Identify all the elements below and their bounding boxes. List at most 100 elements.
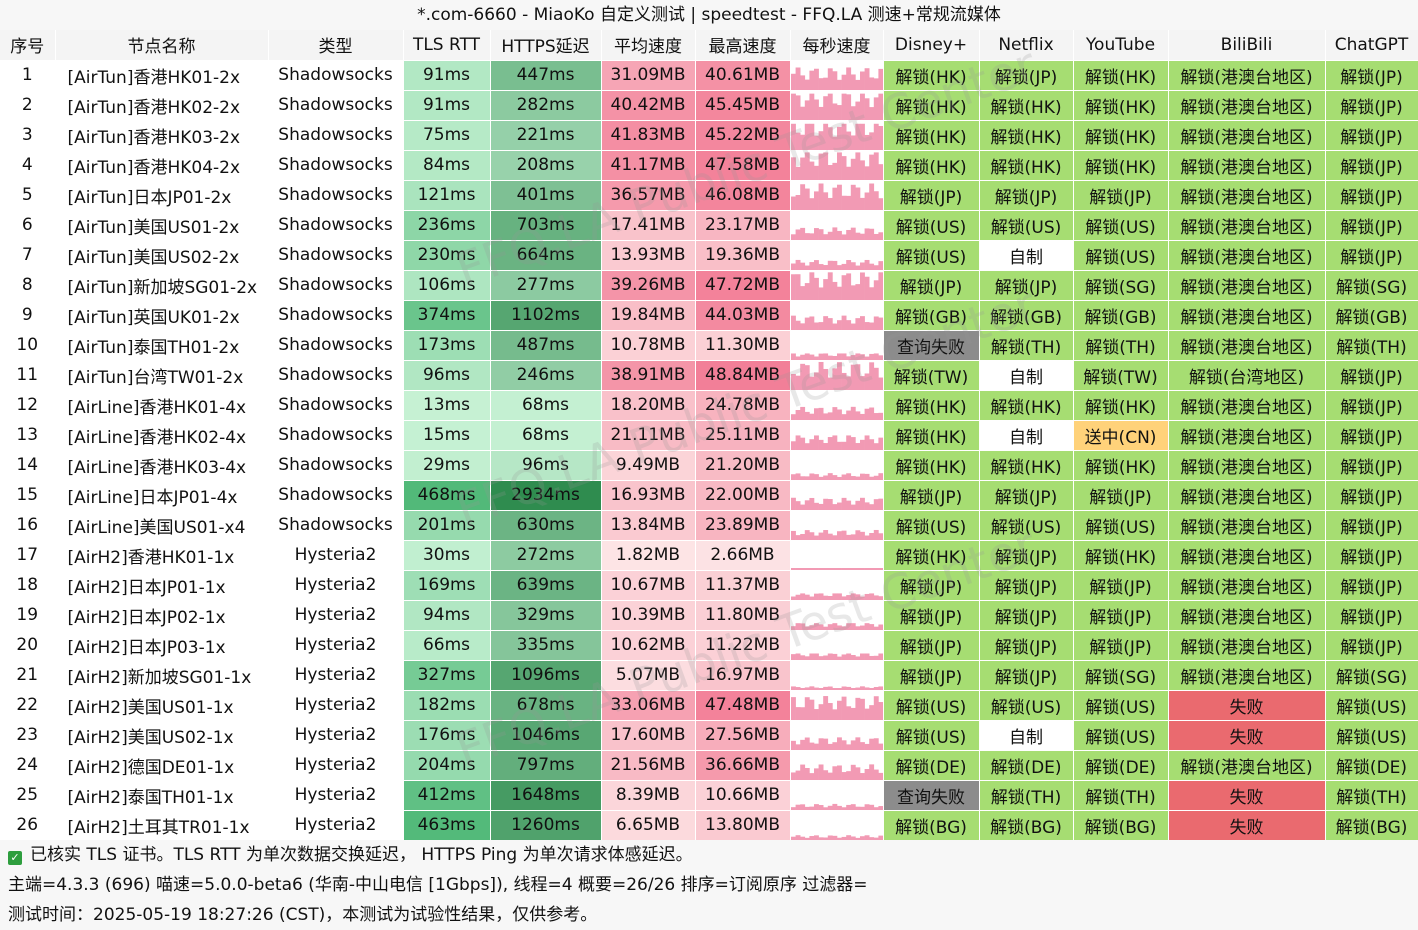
column-header-disney[interactable]: Disney+ <box>883 30 980 61</box>
column-header-avg-speed[interactable]: 平均速度 <box>601 30 696 61</box>
cell-per-second-speed <box>790 510 884 541</box>
column-header-https-delay[interactable]: HTTPS延迟 <box>490 30 602 61</box>
speed-bar <box>864 356 869 359</box>
table-row[interactable]: 5 [AirTun]日本JP01-2x Shadowsocks 121ms 401ms 3… <box>0 180 1418 211</box>
cell-max-speed: 11.22MB <box>695 630 791 661</box>
table-row[interactable]: 26 [AirH2]土耳其TR01-1x Hysteria2 463ms 1260ms 6… <box>0 810 1418 841</box>
speed-bar <box>813 834 819 839</box>
speed-bar <box>841 497 846 509</box>
speed-bar <box>854 625 860 629</box>
cell-youtube: 解锁(JP) <box>1073 570 1169 601</box>
speed-bar <box>845 500 851 509</box>
speed-bar <box>845 195 851 209</box>
speed-bar <box>859 625 865 629</box>
cell-per-second-speed <box>790 210 884 241</box>
speed-bar <box>845 272 851 299</box>
speed-sparkline <box>790 352 882 359</box>
speed-bar <box>845 705 851 719</box>
table-row[interactable]: 4 [AirTun]香港HK04-2x Shadowsocks 84ms 208ms 41… <box>0 150 1418 181</box>
table-row[interactable]: 14 [AirLine]香港HK03-4x Shadowsocks 29ms 96ms 9… <box>0 450 1418 481</box>
speed-bar <box>818 183 823 209</box>
cell-tls-rtt: 30ms <box>403 540 491 571</box>
speed-bar <box>795 259 800 269</box>
table-row[interactable]: 7 [AirTun]美国US02-2x Shadowsocks 230ms 664ms 1… <box>0 240 1418 271</box>
table-row[interactable]: 13 [AirLine]香港HK02-4x Shadowsocks 15ms 68ms 2… <box>0 420 1418 451</box>
cell-youtube: 解锁(SG) <box>1073 660 1169 691</box>
cell-youtube: 解锁(JP) <box>1073 180 1169 211</box>
speed-bar <box>799 592 805 599</box>
cell-max-speed: 27.56MB <box>695 720 791 751</box>
speed-bar <box>818 228 823 239</box>
table-row[interactable]: 17 [AirH2]香港HK01-1x Hysteria2 30ms 272ms 1.82… <box>0 540 1418 571</box>
column-header-chatgpt[interactable]: ChatGPT <box>1325 30 1418 61</box>
speed-bar <box>818 623 823 629</box>
cell-avg-speed: 9.49MB <box>601 450 696 481</box>
speed-bar <box>795 622 800 629</box>
speed-bar <box>850 707 856 719</box>
speed-bar <box>864 276 869 299</box>
cell-avg-speed: 8.39MB <box>601 780 696 811</box>
cell-youtube: 解锁(HK) <box>1073 150 1169 181</box>
cell-chatgpt: 解锁(US) <box>1325 720 1418 751</box>
table-row[interactable]: 21 [AirH2]新加坡SG01-1x Hysteria2 327ms 1096ms 5… <box>0 660 1418 691</box>
table-row[interactable]: 16 [AirLine]美国US01-x4 Shadowsocks 201ms 630m… <box>0 510 1418 541</box>
column-header-type[interactable]: 类型 <box>268 30 404 61</box>
table-row[interactable]: 24 [AirH2]德国DE01-1x Hysteria2 204ms 797ms 21.… <box>0 750 1418 781</box>
speed-bar <box>813 434 819 449</box>
cell-chatgpt: 解锁(JP) <box>1325 510 1418 541</box>
cell-avg-speed: 10.62MB <box>601 630 696 661</box>
table-row[interactable]: 3 [AirTun]香港HK03-2x Shadowsocks 75ms 221ms 41… <box>0 120 1418 151</box>
table-row[interactable]: 12 [AirLine]香港HK01-4x Shadowsocks 13ms 68ms 1… <box>0 390 1418 421</box>
speed-bar <box>813 767 819 779</box>
speed-bar <box>841 739 846 749</box>
table-row[interactable]: 25 [AirH2]泰国TH01-1x Hysteria2 412ms 1648ms 8.… <box>0 780 1418 811</box>
table-row[interactable]: 2 [AirTun]香港HK02-2x Shadowsocks 91ms 282ms 40… <box>0 90 1418 121</box>
speed-bar <box>813 68 819 89</box>
speed-bar <box>790 73 796 89</box>
speed-bar <box>795 567 800 569</box>
table-row[interactable]: 23 [AirH2]美国US02-1x Hysteria2 176ms 1046ms 17… <box>0 720 1418 751</box>
table-row[interactable]: 9 [AirTun]英国UK01-2x Shadowsocks 374ms 1102ms… <box>0 300 1418 331</box>
table-row[interactable]: 20 [AirH2]日本JP03-1x Hysteria2 66ms 335ms 10.6… <box>0 630 1418 661</box>
table-row[interactable]: 11 [AirTun]台湾TW01-2x Shadowsocks 96ms 246ms 3… <box>0 360 1418 391</box>
speed-bar <box>799 262 805 269</box>
speed-bar <box>790 440 796 449</box>
table-row[interactable]: 22 [AirH2]美国US01-1x Hysteria2 182ms 678ms 33.… <box>0 690 1418 721</box>
table-row[interactable]: 18 [AirH2]日本JP01-1x Hysteria2 169ms 639ms 10.… <box>0 570 1418 601</box>
table-row[interactable]: 15 [AirLine]日本JP01-4x Shadowsocks 468ms 2934… <box>0 480 1418 511</box>
table-row[interactable]: 8 [AirTun]新加坡SG01-2x Shadowsocks 106ms 277ms… <box>0 270 1418 301</box>
speed-bar <box>850 654 856 659</box>
cell-index: 18 <box>0 570 56 601</box>
column-header-node-name[interactable]: 节点名称 <box>55 30 269 61</box>
column-header-bilibili[interactable]: BiliBili <box>1168 30 1326 61</box>
column-header-tls-rtt[interactable]: TLS RTT <box>403 30 491 61</box>
cell-max-speed: 44.03MB <box>695 300 791 331</box>
column-header-youtube[interactable]: YouTube <box>1073 30 1169 61</box>
speed-bar <box>822 686 828 689</box>
cell-https-delay: 282ms <box>490 90 602 121</box>
table-row[interactable]: 19 [AirH2]日本JP02-1x Hysteria2 94ms 329ms 10.3… <box>0 600 1418 631</box>
cell-disney: 解锁(US) <box>883 240 980 271</box>
speed-bar <box>845 743 851 749</box>
cell-index: 15 <box>0 480 56 511</box>
speed-bar <box>790 836 796 839</box>
cell-node-name: [AirH2]美国US02-1x <box>55 720 269 751</box>
table-row[interactable]: 10 [AirTun]泰国TH01-2x Shadowsocks 173ms 487ms… <box>0 330 1418 361</box>
speed-bar <box>804 282 810 299</box>
column-header-netflix[interactable]: Netflix <box>979 30 1074 61</box>
table-row[interactable]: 1 [AirTun]香港HK01-2x Shadowsocks 91ms 447ms 31… <box>0 60 1418 91</box>
cell-disney: 解锁(JP) <box>883 600 980 631</box>
speed-sparkline <box>790 183 882 209</box>
speed-bar <box>873 475 879 479</box>
column-header-per-second-speed[interactable]: 每秒速度 <box>790 30 884 61</box>
cell-tls-rtt: 182ms <box>403 690 491 721</box>
cell-index: 23 <box>0 720 56 751</box>
column-header-index[interactable]: 序号 <box>0 30 56 61</box>
column-header-max-speed[interactable]: 最高速度 <box>695 30 791 61</box>
speed-bar <box>864 708 869 719</box>
table-row[interactable]: 6 [AirTun]美国US01-2x Shadowsocks 236ms 703ms 1… <box>0 210 1418 241</box>
speed-bar <box>850 764 856 779</box>
speed-bar <box>790 696 796 719</box>
cell-chatgpt: 解锁(JP) <box>1325 360 1418 391</box>
cell-tls-rtt: 236ms <box>403 210 491 241</box>
